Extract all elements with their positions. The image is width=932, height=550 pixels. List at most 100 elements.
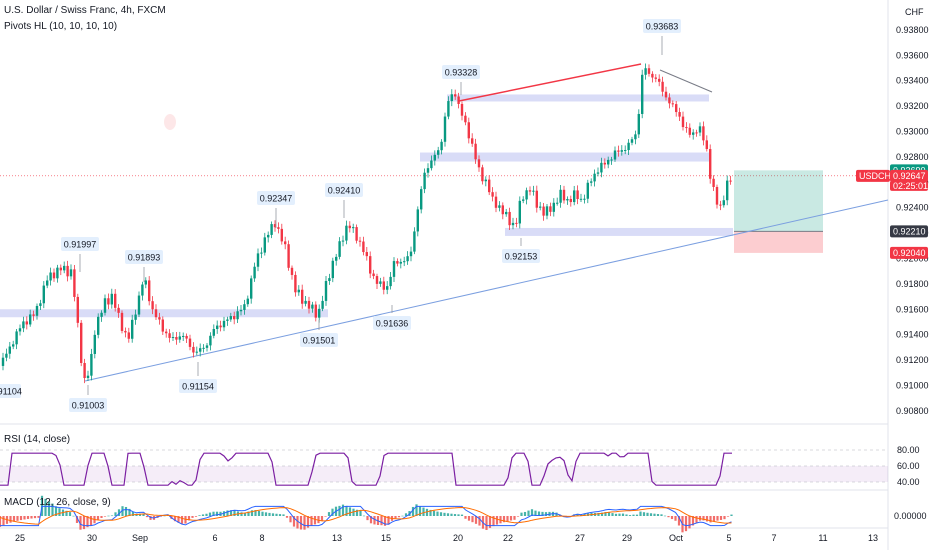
price-tick-label: 0.93200 (896, 101, 929, 111)
macd-histogram-bar (597, 512, 600, 516)
macd-histogram-bar (271, 513, 275, 516)
macd-histogram-bar (327, 512, 331, 516)
macd-histogram-bar (163, 515, 166, 517)
resistance-trendline-2 (659, 69, 713, 93)
candle-body (464, 115, 467, 123)
candle-body (307, 300, 311, 309)
candle-body (477, 159, 481, 168)
pivot-label-box (0, 384, 21, 398)
candle-body (178, 336, 181, 340)
macd-histogram-bar (520, 512, 523, 516)
price-tick-label: 0.91200 (896, 355, 929, 365)
macd-histogram-bar (730, 514, 733, 516)
candle-body (46, 280, 49, 286)
macd-histogram-bar (628, 515, 632, 516)
candle-body (18, 328, 22, 332)
macd-histogram-bar (345, 505, 348, 516)
candle-body (355, 227, 358, 241)
candle-body (579, 198, 583, 200)
candle-body (406, 256, 409, 262)
time-tick-label: 25 (15, 533, 25, 543)
candle-body (338, 241, 341, 257)
candle-body (297, 289, 300, 293)
candle-body (654, 77, 657, 79)
macd-histogram-bar (96, 516, 100, 521)
candle-body (426, 168, 430, 173)
macd-histogram-bar (44, 498, 47, 516)
time-tick-label: 13 (868, 533, 878, 543)
macd-histogram-bar (121, 506, 124, 516)
macd-histogram-bar (492, 516, 495, 527)
candle-body (331, 260, 334, 279)
candle-body (124, 330, 127, 333)
macd-histogram-bar (23, 516, 26, 520)
time-tick-label: 13 (332, 533, 342, 543)
candle-body (508, 211, 511, 226)
macd-label: MACD (12, 26, close, 9) (4, 497, 111, 508)
macd-histogram-bar (240, 512, 243, 516)
trend-lines[interactable] (84, 63, 889, 382)
symbol-tag-box (856, 169, 890, 182)
candle-body (569, 198, 572, 203)
price-axis[interactable]: 0.93800 0.93600 0.93400 0.93200 0.93000 0.928… (856, 7, 929, 521)
candle-body (450, 94, 453, 102)
time-tick-label: 11 (818, 533, 827, 543)
macd-histogram-bar (12, 516, 16, 522)
candle-body (22, 321, 25, 329)
macd-histogram-bar (478, 516, 481, 526)
macd-histogram-bar (289, 516, 292, 523)
macd-histogram-bar (495, 516, 499, 525)
price-tick-label: 0.92400 (896, 203, 929, 213)
macd-histogram-bar (373, 516, 376, 525)
candle-body (335, 256, 338, 261)
macd-histogram-bar (614, 513, 618, 516)
candle-body (352, 227, 355, 229)
time-tick-label: 7 (771, 533, 776, 543)
price-tick-label: 0.91800 (896, 279, 929, 289)
macd-histogram-bar (716, 516, 719, 521)
candle-body (549, 206, 552, 212)
time-tick-label: 20 (453, 533, 463, 543)
macd-histogram-bar (537, 511, 541, 516)
macd-histogram-bar (58, 508, 61, 516)
time-tick-label: 30 (87, 533, 97, 543)
last-price-tag-box (890, 169, 928, 182)
candle-body (607, 159, 610, 165)
candle-body (712, 178, 715, 187)
candle-body (491, 192, 494, 197)
macd-pane (0, 495, 733, 533)
macd-histogram-bar (670, 516, 674, 520)
time-axis[interactable]: 25 30 Sep 6 8 13 15 20 22 27 29 Oct 5 7 11 13 (15, 533, 878, 543)
time-tick-label: 27 (575, 533, 585, 543)
candle-body (576, 190, 579, 200)
candle-body (76, 296, 79, 323)
macd-histogram-bar (639, 511, 642, 516)
candle-body (566, 198, 569, 201)
signal-line (0, 506, 732, 525)
candle-body (345, 225, 348, 241)
candle-body (263, 237, 266, 253)
candle-body (705, 140, 708, 150)
macd-histogram-bar (485, 516, 488, 530)
candle-body (90, 353, 93, 376)
macd-histogram-bar (306, 516, 310, 528)
macd-histogram-bar (576, 513, 579, 516)
macd-histogram-bar (268, 512, 271, 516)
macd-histogram-bar (541, 511, 544, 516)
macd-histogram-bar (264, 512, 268, 516)
candle-body (107, 298, 110, 305)
long-position-tool[interactable] (734, 170, 823, 253)
macd-histogram-bar (719, 516, 723, 520)
candle-body (209, 335, 212, 346)
macd-histogram-bar (544, 512, 548, 516)
candle-body (610, 159, 613, 161)
candle-body (175, 336, 178, 340)
candle-body (294, 274, 297, 293)
macd-histogram-bar (110, 515, 114, 517)
macd-histogram-bar (226, 510, 229, 516)
candle-body (83, 362, 86, 378)
macd-histogram-bar (107, 515, 110, 517)
macd-histogram-bar (450, 513, 453, 516)
macd-histogram-bar (296, 516, 299, 529)
